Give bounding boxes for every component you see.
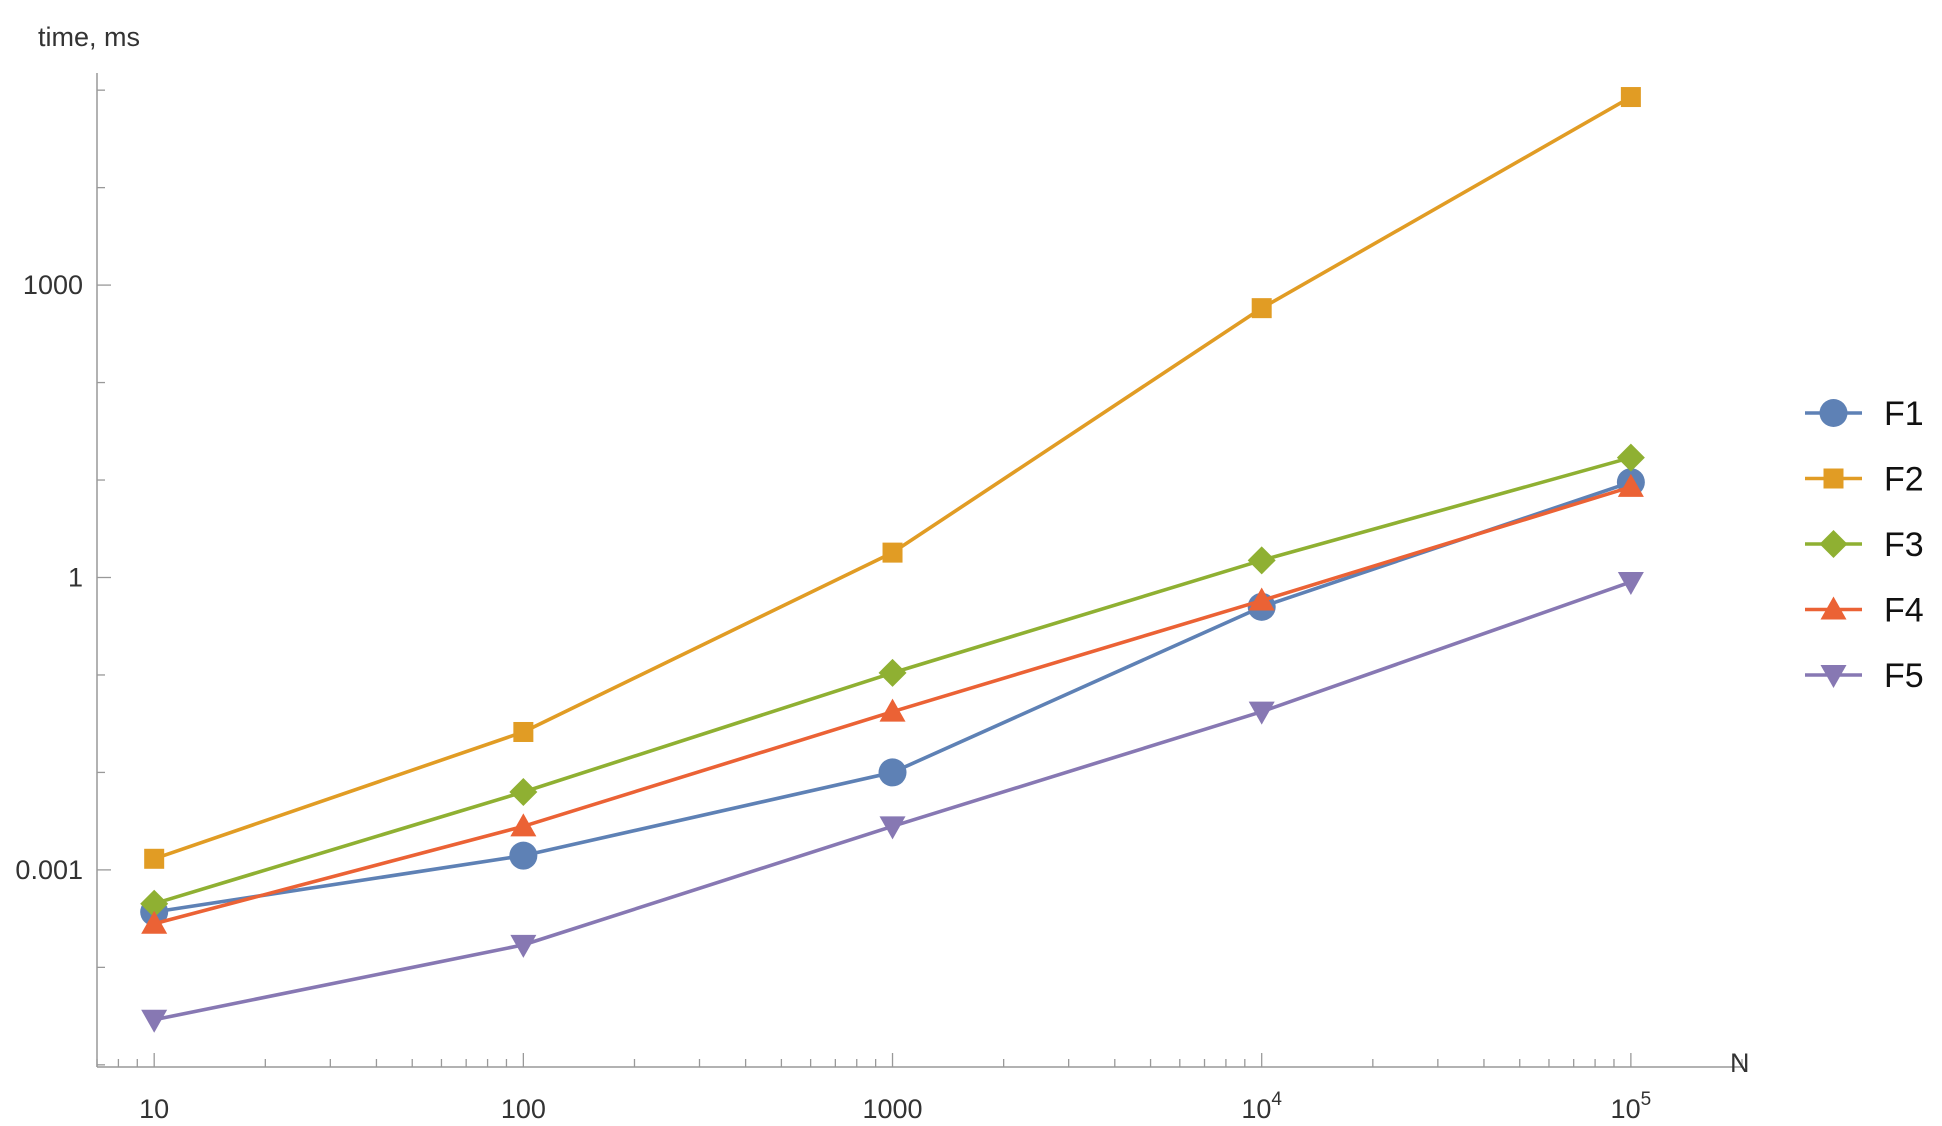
x-tick-label: 1000 <box>862 1094 922 1124</box>
data-point <box>878 658 907 687</box>
data-point <box>1617 473 1644 497</box>
legend-label: F5 <box>1884 657 1924 695</box>
legend-item: F1 <box>1805 395 1924 433</box>
data-point <box>509 777 538 806</box>
y-ticks: 0.001 1 1000 <box>15 89 111 1066</box>
legend: F1 F2 F3 F4 F5 <box>1805 395 1924 695</box>
series-f1 <box>140 468 1645 926</box>
legend-marker <box>1820 665 1847 688</box>
series-f3 <box>140 443 1645 918</box>
data-point <box>1617 571 1644 595</box>
data-point <box>1616 443 1645 472</box>
legend-marker <box>1819 530 1848 558</box>
data-point <box>1247 546 1276 575</box>
x-tick-label: 100 <box>501 1094 546 1124</box>
data-point <box>140 889 169 918</box>
series-f4 <box>141 473 1644 934</box>
series-line <box>153 580 1632 1022</box>
legend-label: F3 <box>1884 526 1924 564</box>
data-point <box>878 758 907 787</box>
x-ticks: 10 100 1000 104 105 <box>96 1053 1743 1124</box>
data-point <box>1251 298 1272 319</box>
series-layer <box>140 87 1645 1033</box>
legend-item: F3 <box>1805 526 1924 564</box>
data-point <box>879 816 906 840</box>
y-axis-title: time, ms <box>38 22 140 52</box>
x-tick-label: 105 <box>1611 1089 1652 1124</box>
legend-item: F5 <box>1805 657 1924 695</box>
axes: 10 100 1000 104 105 0.001 1 1000 N time, ms <box>15 22 1749 1124</box>
x-tick-label: 10 <box>139 1094 169 1124</box>
data-point <box>1248 701 1275 725</box>
data-point <box>509 841 538 870</box>
data-point <box>1620 87 1641 108</box>
data-point <box>141 910 168 934</box>
y-tick-label: 1 <box>68 562 83 592</box>
y-tick-label: 1000 <box>23 270 83 300</box>
legend-marker <box>1819 399 1848 427</box>
data-point <box>1248 587 1275 611</box>
data-point <box>513 721 534 742</box>
data-point <box>510 934 537 958</box>
legend-item: F4 <box>1805 592 1924 630</box>
x-tick-label: 104 <box>1241 1089 1282 1124</box>
series-line <box>153 95 1632 861</box>
x-axis-title: N <box>1730 1048 1750 1078</box>
legend-marker <box>1820 596 1847 620</box>
data-point <box>141 1009 168 1033</box>
series-f5 <box>141 571 1644 1033</box>
legend-item: F2 <box>1805 461 1924 499</box>
data-point <box>510 813 537 837</box>
legend-label: F2 <box>1884 461 1924 499</box>
data-point <box>879 698 906 722</box>
data-point <box>144 848 165 869</box>
legend-label: F1 <box>1884 395 1924 433</box>
y-tick-label: 0.001 <box>15 855 83 885</box>
legend-label: F4 <box>1884 592 1924 630</box>
series-f2 <box>144 87 1641 869</box>
data-point <box>882 542 903 563</box>
legend-marker <box>1823 468 1844 489</box>
